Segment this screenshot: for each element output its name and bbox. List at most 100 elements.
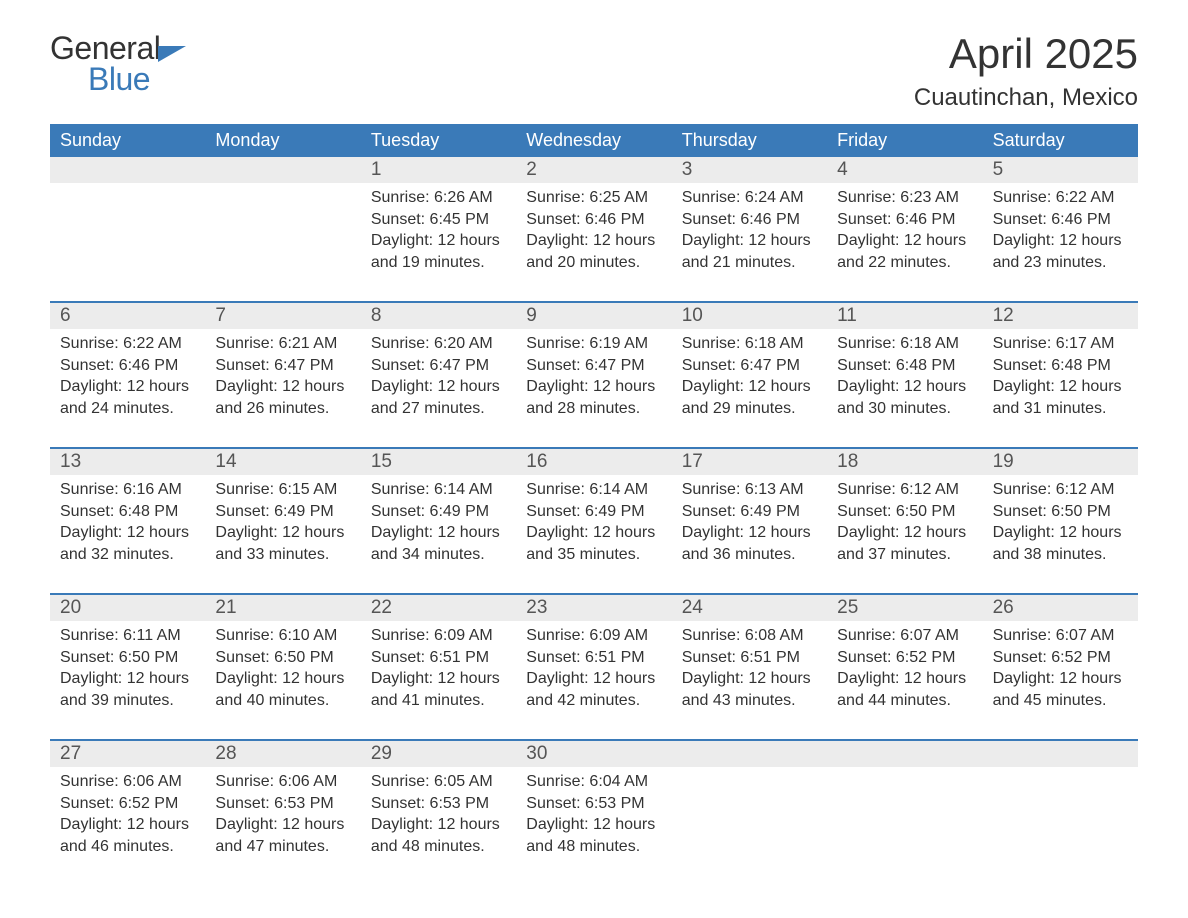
sunset-text: Sunset: 6:52 PM [837,647,972,669]
sunset-text: Sunset: 6:46 PM [993,209,1128,231]
daylight-text-1: Daylight: 12 hours [371,230,506,252]
daylight-text-2: and 28 minutes. [526,398,661,420]
day-number: 3 [672,157,827,183]
day-number [827,741,982,767]
daylight-text-2: and 29 minutes. [682,398,817,420]
sunset-text: Sunset: 6:49 PM [526,501,661,523]
sunrise-text: Sunrise: 6:08 AM [682,625,817,647]
day-cell: Sunrise: 6:09 AMSunset: 6:51 PMDaylight:… [361,621,516,721]
daylight-text-2: and 39 minutes. [60,690,195,712]
day-number: 10 [672,303,827,329]
day-cell: Sunrise: 6:06 AMSunset: 6:53 PMDaylight:… [205,767,360,867]
daylight-text-2: and 19 minutes. [371,252,506,274]
sunset-text: Sunset: 6:49 PM [682,501,817,523]
sunrise-text: Sunrise: 6:18 AM [837,333,972,355]
daylight-text-2: and 32 minutes. [60,544,195,566]
week-row: 27282930Sunrise: 6:06 AMSunset: 6:52 PMD… [50,739,1138,867]
day-number: 21 [205,595,360,621]
day-number: 14 [205,449,360,475]
sunset-text: Sunset: 6:46 PM [682,209,817,231]
sunrise-text: Sunrise: 6:09 AM [526,625,661,647]
sunrise-text: Sunrise: 6:15 AM [215,479,350,501]
sunset-text: Sunset: 6:46 PM [526,209,661,231]
day-cell: Sunrise: 6:06 AMSunset: 6:52 PMDaylight:… [50,767,205,867]
daylight-text-1: Daylight: 12 hours [60,814,195,836]
daylight-text-1: Daylight: 12 hours [993,376,1128,398]
daynum-strip: 12345 [50,157,1138,183]
daylight-text-2: and 34 minutes. [371,544,506,566]
sunset-text: Sunset: 6:48 PM [837,355,972,377]
sunset-text: Sunset: 6:47 PM [682,355,817,377]
week-row: 6789101112Sunrise: 6:22 AMSunset: 6:46 P… [50,301,1138,429]
day-cell: Sunrise: 6:18 AMSunset: 6:47 PMDaylight:… [672,329,827,429]
dow-tuesday: Tuesday [361,124,516,157]
day-cell: Sunrise: 6:24 AMSunset: 6:46 PMDaylight:… [672,183,827,283]
day-cell-empty [205,183,360,283]
sunrise-text: Sunrise: 6:14 AM [526,479,661,501]
day-number [50,157,205,183]
sunset-text: Sunset: 6:47 PM [215,355,350,377]
daylight-text-1: Daylight: 12 hours [993,668,1128,690]
day-cell: Sunrise: 6:04 AMSunset: 6:53 PMDaylight:… [516,767,671,867]
sunset-text: Sunset: 6:49 PM [371,501,506,523]
day-cell: Sunrise: 6:12 AMSunset: 6:50 PMDaylight:… [983,475,1138,575]
dow-monday: Monday [205,124,360,157]
daylight-text-1: Daylight: 12 hours [371,376,506,398]
day-cell: Sunrise: 6:21 AMSunset: 6:47 PMDaylight:… [205,329,360,429]
day-number: 20 [50,595,205,621]
day-number [983,741,1138,767]
day-cell: Sunrise: 6:07 AMSunset: 6:52 PMDaylight:… [983,621,1138,721]
daynum-strip: 27282930 [50,741,1138,767]
daylight-text-2: and 41 minutes. [371,690,506,712]
day-number: 8 [361,303,516,329]
daylight-text-1: Daylight: 12 hours [837,230,972,252]
day-cell: Sunrise: 6:14 AMSunset: 6:49 PMDaylight:… [516,475,671,575]
day-number: 27 [50,741,205,767]
daylight-text-1: Daylight: 12 hours [526,814,661,836]
daylight-text-1: Daylight: 12 hours [215,668,350,690]
daylight-text-1: Daylight: 12 hours [60,668,195,690]
daylight-text-2: and 42 minutes. [526,690,661,712]
sunset-text: Sunset: 6:53 PM [371,793,506,815]
week-row: 12345Sunrise: 6:26 AMSunset: 6:45 PMDayl… [50,157,1138,283]
daynum-strip: 6789101112 [50,303,1138,329]
daylight-text-1: Daylight: 12 hours [526,522,661,544]
day-number: 19 [983,449,1138,475]
daylight-text-1: Daylight: 12 hours [215,376,350,398]
week-row: 20212223242526Sunrise: 6:11 AMSunset: 6:… [50,593,1138,721]
dow-thursday: Thursday [672,124,827,157]
daylight-text-2: and 35 minutes. [526,544,661,566]
day-number: 5 [983,157,1138,183]
daynum-strip: 13141516171819 [50,449,1138,475]
sunrise-text: Sunrise: 6:19 AM [526,333,661,355]
daylight-text-1: Daylight: 12 hours [60,522,195,544]
week-row: 13141516171819Sunrise: 6:16 AMSunset: 6:… [50,447,1138,575]
dow-header-row: SundayMondayTuesdayWednesdayThursdayFrid… [50,124,1138,157]
sunset-text: Sunset: 6:45 PM [371,209,506,231]
sunset-text: Sunset: 6:52 PM [993,647,1128,669]
daylight-text-2: and 36 minutes. [682,544,817,566]
sunrise-text: Sunrise: 6:22 AM [993,187,1128,209]
sunrise-text: Sunrise: 6:12 AM [837,479,972,501]
sunset-text: Sunset: 6:46 PM [837,209,972,231]
day-number: 22 [361,595,516,621]
day-number [205,157,360,183]
daylight-text-2: and 48 minutes. [371,836,506,858]
day-number: 15 [361,449,516,475]
day-cell: Sunrise: 6:10 AMSunset: 6:50 PMDaylight:… [205,621,360,721]
sunset-text: Sunset: 6:46 PM [60,355,195,377]
day-cell: Sunrise: 6:22 AMSunset: 6:46 PMDaylight:… [983,183,1138,283]
daylight-text-1: Daylight: 12 hours [993,522,1128,544]
daylight-text-1: Daylight: 12 hours [682,376,817,398]
daylight-text-1: Daylight: 12 hours [682,668,817,690]
day-number: 12 [983,303,1138,329]
sunrise-text: Sunrise: 6:13 AM [682,479,817,501]
daylight-text-2: and 46 minutes. [60,836,195,858]
month-title: April 2025 [914,30,1138,78]
day-cell: Sunrise: 6:20 AMSunset: 6:47 PMDaylight:… [361,329,516,429]
day-cell: Sunrise: 6:07 AMSunset: 6:52 PMDaylight:… [827,621,982,721]
sunrise-text: Sunrise: 6:24 AM [682,187,817,209]
day-cell: Sunrise: 6:25 AMSunset: 6:46 PMDaylight:… [516,183,671,283]
day-cell: Sunrise: 6:13 AMSunset: 6:49 PMDaylight:… [672,475,827,575]
day-cell: Sunrise: 6:17 AMSunset: 6:48 PMDaylight:… [983,329,1138,429]
